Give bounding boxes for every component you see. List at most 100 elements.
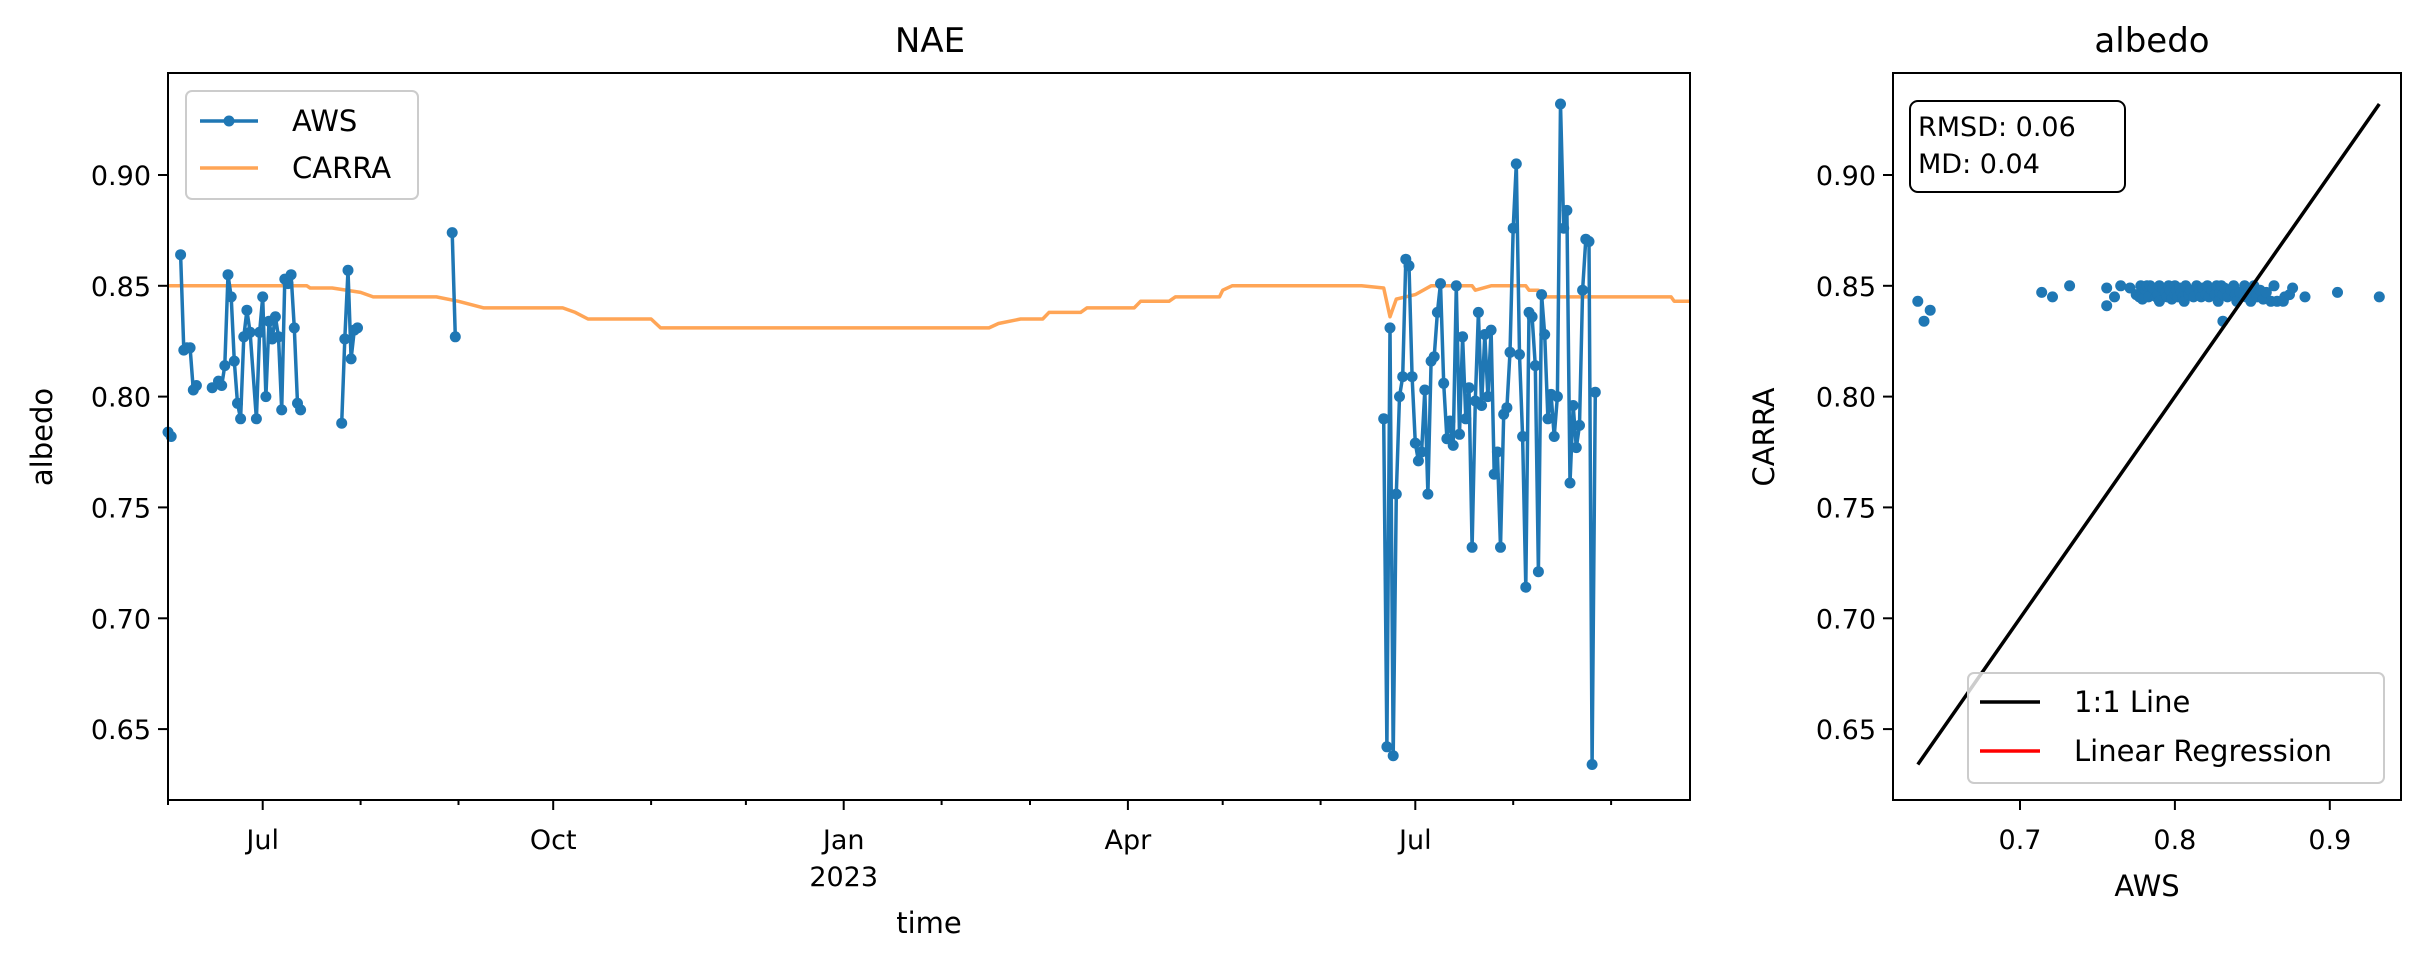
aws-point — [250, 413, 262, 425]
rmsd-text: RMSD: 0.06 — [1918, 112, 2076, 143]
legend-carra-label: CARRA — [292, 151, 391, 185]
aws-point — [1422, 488, 1434, 500]
time-series-legend: AWS CARRA — [185, 90, 419, 200]
scatter-point — [2299, 291, 2311, 303]
x-tick-label: Oct — [530, 825, 577, 856]
aws-point — [1397, 371, 1409, 383]
aws-point — [1570, 442, 1582, 454]
aws-point — [1586, 759, 1598, 770]
scatter-x-tick-label: 0.8 — [2153, 825, 2196, 856]
aws-point — [260, 391, 272, 403]
scatter-title: albedo — [2094, 21, 2209, 61]
aws-point — [1466, 541, 1478, 553]
scatter-y-axis-label: CARRA — [1747, 387, 1781, 486]
aws-point — [1529, 360, 1541, 372]
scatter-plot-area — [1912, 102, 2385, 766]
carra-line — [168, 284, 1690, 330]
aws-point — [1561, 204, 1573, 216]
x-tick-label: Jan — [821, 825, 865, 856]
aws-point — [1419, 384, 1431, 396]
aws-point — [1390, 488, 1402, 500]
y-tick-label: 0.80 — [91, 383, 151, 414]
aws-point — [342, 264, 354, 276]
legend-regression-label: Linear Regression — [2074, 734, 2332, 768]
scatter-x-tick-label: 0.9 — [2308, 825, 2351, 856]
aws-point — [1444, 415, 1456, 427]
scatter-y-tick-label: 0.90 — [1816, 161, 1876, 192]
md-text: MD: 0.04 — [1918, 149, 2040, 180]
aws-point — [352, 322, 363, 334]
aws-point — [345, 353, 357, 365]
aws-point — [1555, 98, 1566, 110]
stats-box-frame — [1909, 100, 2126, 193]
aws-point — [1507, 222, 1519, 234]
legend-aws-marker — [223, 115, 235, 127]
aws-point — [446, 227, 458, 239]
scatter-point — [2373, 291, 2385, 303]
aws-point — [1384, 322, 1396, 334]
time-series-x-axis-label: time — [896, 906, 962, 940]
scatter-y-tick-label: 0.70 — [1816, 604, 1876, 635]
scatter-point — [2260, 286, 2272, 298]
scatter-y-tick-label: 0.75 — [1816, 493, 1876, 524]
aws-point — [1495, 541, 1506, 553]
aws-point — [1564, 477, 1576, 489]
y-tick-label: 0.65 — [91, 715, 151, 746]
scatter-axes-frame — [1892, 72, 2402, 801]
scatter-point — [2332, 286, 2343, 298]
aws-point — [273, 331, 284, 343]
aws-point — [1431, 306, 1443, 318]
aws-point — [244, 326, 256, 338]
time-series-title: NAE — [895, 21, 965, 61]
aws-point — [1460, 413, 1472, 425]
aws-point — [1482, 391, 1494, 403]
scatter-legend: 1:1 Line Linear Regression — [1967, 672, 2385, 784]
aws-point — [1412, 455, 1424, 467]
aws-point — [190, 380, 202, 391]
aws-point — [1567, 400, 1579, 411]
scatter-point — [2101, 300, 2113, 312]
aws-point — [1551, 391, 1563, 403]
aws-point — [1542, 413, 1554, 425]
aws-point — [449, 331, 461, 343]
time-series-x-axis: Jul Oct Jan Apr Jul 2023 — [167, 800, 1613, 893]
time-series-panel: NAE Jul Oct Jan Apr Jul 2023 0.65 0.70 0.75 0.80… — [25, 21, 1691, 940]
aws-point — [288, 322, 300, 334]
scatter-point — [2115, 280, 2127, 292]
scatter-point — [2143, 291, 2154, 303]
scatter-y-tick-label: 0.65 — [1816, 715, 1876, 746]
scatter-panel: albedo 0.7 0.8 0.9 0.65 0.70 0.75 0.80 0.85 0.9… — [1747, 21, 2402, 903]
aws-point — [219, 360, 231, 372]
y-tick-label: 0.90 — [91, 161, 151, 192]
aws-point — [1514, 349, 1525, 360]
scatter-point — [2268, 280, 2280, 292]
aws-point — [1472, 306, 1484, 318]
scatter-point — [1912, 295, 1924, 307]
scatter-y-tick-label: 0.85 — [1816, 272, 1876, 303]
aws-point — [225, 291, 237, 303]
aws-point — [216, 380, 228, 391]
scatter-point — [1924, 304, 1936, 316]
aws-point — [1450, 280, 1462, 292]
aws-point — [1381, 741, 1393, 753]
aws-point — [1416, 446, 1428, 458]
aws-point — [1583, 236, 1595, 247]
aws-point — [1447, 439, 1459, 451]
one-to-one-line — [1916, 102, 2381, 766]
aws-point — [1577, 284, 1589, 296]
aws-point — [1510, 158, 1522, 170]
aws-point — [1548, 431, 1560, 442]
aws-point — [1435, 278, 1446, 290]
aws-point — [1558, 222, 1570, 234]
aws-point — [254, 326, 266, 338]
aws-point — [282, 278, 294, 290]
time-series-plot-area — [162, 98, 1690, 770]
aws-point — [1403, 260, 1415, 272]
aws-point — [222, 269, 234, 281]
scatter-point — [2109, 291, 2120, 303]
scatter-y-tick-label: 0.80 — [1816, 383, 1876, 414]
aws-point — [235, 413, 247, 425]
scatter-point — [1918, 315, 1930, 327]
aws-point — [1409, 437, 1421, 449]
scatter-point — [2047, 291, 2058, 303]
